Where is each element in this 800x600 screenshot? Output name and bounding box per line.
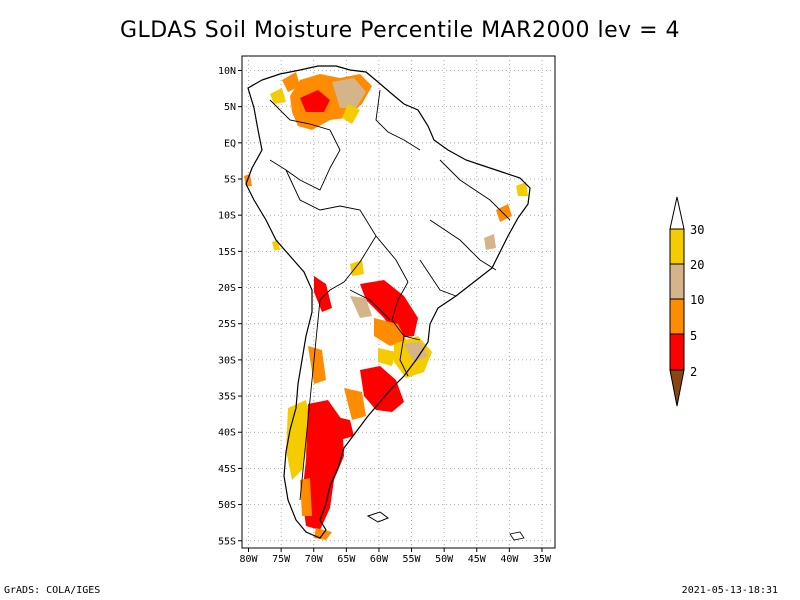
south-america-coastline <box>245 65 531 539</box>
lon-tick-label: 35W <box>533 554 552 565</box>
colorbar-label-5: 5 <box>690 329 697 343</box>
lon-tick-label: 40W <box>500 554 519 565</box>
lat-tick-label: 5S <box>224 175 236 186</box>
colorbar-label-20: 20 <box>690 258 704 272</box>
lon-tick-label: 45W <box>468 554 487 565</box>
lon-tick-label: 65W <box>337 554 356 565</box>
colorbar-10-20 <box>669 263 685 300</box>
lat-tick-label: 35S <box>218 392 236 403</box>
lat-tick-label: 10N <box>218 66 236 77</box>
falkland-islands <box>366 511 390 523</box>
latitude-labels: 10N 5N EQ 5S 10S 15S 20S 25S 30S 35S 40S 45S 50S 55S <box>218 66 242 547</box>
colorbar-below2 <box>669 369 685 407</box>
country-borders <box>269 89 511 501</box>
lat-tick-label: 40S <box>218 428 236 439</box>
colorbar: 30 20 10 5 2 <box>669 196 704 407</box>
colorbar-above30 <box>669 196 685 230</box>
lat-tick-label: 50S <box>218 500 236 511</box>
lat-tick-label: 30S <box>218 355 236 366</box>
lon-tick-label: 75W <box>272 554 291 565</box>
colorbar-2-5 <box>669 333 685 371</box>
lat-tick-label: 20S <box>218 283 236 294</box>
footer-credit: GrADS: COLA/IGES <box>4 585 101 596</box>
lat-tick-label: 15S <box>218 247 236 258</box>
map-title: GLDAS Soil Moisture Percentile MAR2000 l… <box>119 18 681 43</box>
island-outline <box>509 531 525 541</box>
lon-tick-label: 55W <box>403 554 422 565</box>
colorbar-5-10 <box>669 298 685 335</box>
colorbar-label-2: 2 <box>690 365 697 379</box>
lon-tick-label: 60W <box>370 554 389 565</box>
colorbar-20-30 <box>669 228 685 265</box>
lat-tick-label: 5N <box>224 102 236 113</box>
lat-tick-label: 55S <box>218 536 236 547</box>
lon-tick-label: 50W <box>435 554 454 565</box>
percentile-shading <box>244 72 528 540</box>
lat-tick-label: 25S <box>218 319 236 330</box>
colorbar-label-10: 10 <box>690 293 704 307</box>
lon-tick-label: 80W <box>239 554 258 565</box>
lat-tick-label: EQ <box>224 138 236 149</box>
longitude-labels: 80W 75W 70W 65W 60W 55W 50W 45W 40W 35W <box>239 548 552 565</box>
footer-timestamp: 2021-05-13-18:31 <box>681 585 778 596</box>
lon-tick-label: 70W <box>305 554 324 565</box>
lat-tick-label: 45S <box>218 464 236 475</box>
colorbar-label-30: 30 <box>690 223 704 237</box>
lat-tick-label: 10S <box>218 211 236 222</box>
